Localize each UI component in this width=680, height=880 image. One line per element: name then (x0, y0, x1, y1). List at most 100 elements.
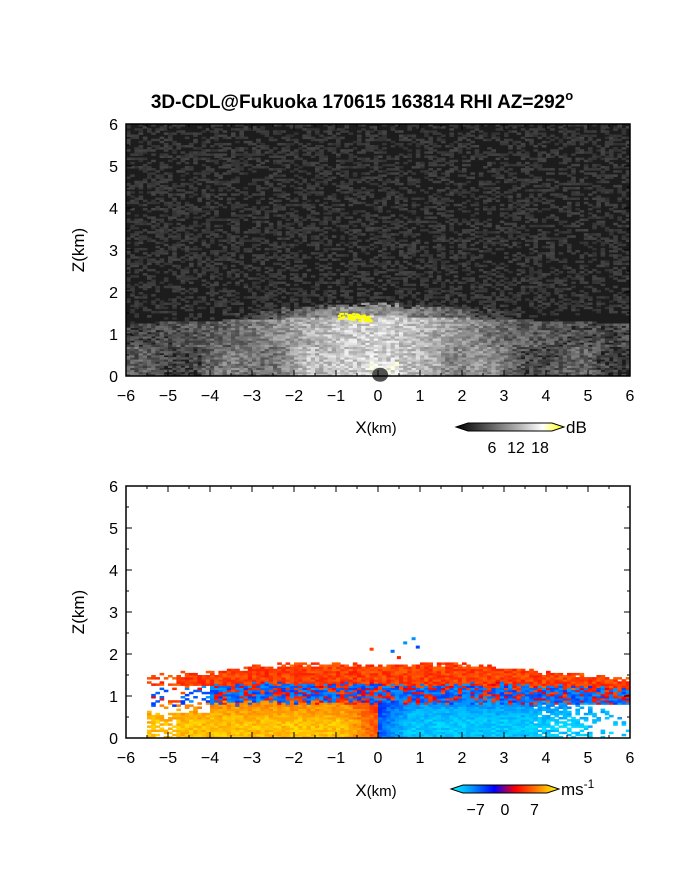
snr-cell (126, 241, 131, 245)
snr-cell (302, 226, 307, 230)
snr-cell (231, 268, 236, 272)
snr-cell (239, 327, 244, 331)
snr-cell (134, 331, 139, 335)
snr-cell (382, 361, 387, 364)
snr-cell (302, 195, 307, 198)
snr-cell (205, 166, 211, 169)
snr-cell (184, 258, 190, 261)
snr-cell (336, 371, 341, 375)
snr-cell (260, 153, 265, 156)
snr-cell (432, 199, 438, 203)
snr-cell (184, 336, 190, 339)
snr-cell (184, 348, 190, 352)
snr-cell (315, 218, 320, 221)
snr-cell (273, 159, 278, 163)
snr-cell (357, 369, 362, 373)
snr-cell (159, 336, 165, 339)
snr-cell (315, 130, 320, 133)
snr-cell (289, 124, 295, 127)
snr-cell (218, 142, 223, 146)
snr-cell (277, 193, 282, 196)
snr-cell (323, 216, 328, 219)
snr-cell (340, 352, 345, 356)
snr-cell (357, 371, 362, 375)
snr-cell (176, 340, 181, 343)
snr-cell (323, 317, 328, 320)
snr-cell (180, 355, 186, 358)
snr-cell (197, 260, 202, 263)
snr-cell (159, 361, 165, 364)
snr-cell (319, 315, 324, 318)
snr-cell (403, 369, 408, 373)
snr-cell (130, 338, 135, 341)
snr-cell (222, 147, 228, 150)
snr-cell (289, 229, 295, 232)
snr-cell (235, 361, 240, 364)
snr-cell (189, 247, 194, 251)
snr-cell (235, 313, 240, 316)
snr-cell (399, 134, 404, 137)
snr-cell (214, 174, 219, 177)
snr-cell (323, 197, 328, 200)
snr-cell (222, 289, 228, 293)
snr-cell (180, 157, 186, 161)
snr-cell (134, 260, 139, 263)
snr-cell (247, 359, 253, 362)
snr-cell (159, 199, 165, 203)
snr-cell (348, 371, 354, 375)
snr-cell (273, 334, 278, 337)
snr-cell (214, 325, 219, 329)
snr-cell (151, 340, 156, 343)
snr-cell (365, 344, 370, 347)
snr-cell (298, 355, 303, 358)
snr-cell (201, 239, 207, 242)
snr-cell (394, 371, 400, 375)
snr-cell (163, 166, 169, 169)
snr-cell (390, 205, 396, 209)
snr-cell (327, 308, 333, 312)
snr-cell (386, 338, 391, 341)
snr-cell (382, 170, 387, 173)
snr-cell (420, 357, 425, 360)
snr-cell (142, 365, 148, 368)
snr-cell (201, 306, 207, 310)
snr-cell (172, 271, 177, 274)
snr-cell (226, 184, 232, 188)
snr-cell (336, 145, 341, 148)
snr-cell (369, 166, 375, 169)
snr-cell (163, 334, 169, 337)
snr-cell (168, 258, 173, 261)
snr-cell (168, 216, 173, 219)
snr-cell (428, 344, 433, 347)
snr-cell (264, 336, 270, 339)
snr-cell (159, 208, 165, 211)
snr-cell (386, 310, 391, 314)
snr-cell (361, 279, 366, 282)
snr-cell (289, 363, 295, 366)
snr-cell (281, 346, 286, 350)
snr-cell (390, 348, 396, 352)
snr-cell (252, 371, 257, 375)
snr-cell (386, 172, 391, 175)
snr-cell (302, 289, 307, 293)
snr-cell (256, 285, 261, 289)
snr-cell (268, 342, 274, 345)
snr-cell (277, 371, 282, 375)
snr-cell (231, 159, 236, 163)
snr-cell (155, 222, 160, 226)
snr-cell (130, 292, 135, 295)
snr-cell (407, 159, 412, 163)
snr-cell (142, 352, 148, 356)
snr-cell (411, 336, 417, 339)
snr-cell (252, 363, 257, 366)
snr-cell (126, 166, 131, 169)
snr-cell (382, 233, 387, 236)
snr-cell (331, 289, 337, 293)
snr-cell (277, 187, 282, 190)
snr-cell (411, 172, 417, 175)
snr-cell (163, 153, 169, 156)
snr-cell (340, 128, 345, 131)
snr-cell (130, 136, 135, 140)
snr-cell (205, 159, 211, 163)
snr-cell (214, 334, 219, 337)
